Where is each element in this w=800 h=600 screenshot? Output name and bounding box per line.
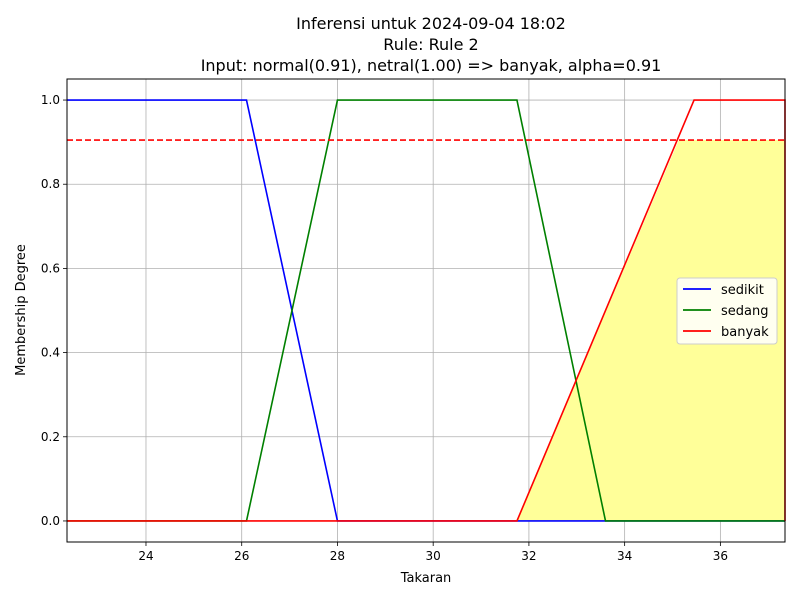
y-tick-label: 0.2 (41, 430, 60, 444)
y-tick-label: 0.8 (41, 177, 60, 191)
x-tick-label: 34 (617, 549, 632, 563)
y-tick-label: 0.6 (41, 261, 60, 275)
legend: sedikit sedang banyak (676, 277, 778, 345)
legend-label-sedang: sedang (721, 304, 768, 319)
x-tick-label: 36 (713, 549, 728, 563)
y-tick-label: 0.4 (41, 346, 60, 360)
legend-label-banyak: banyak (721, 325, 769, 340)
x-tick-label: 30 (426, 549, 441, 563)
legend-box (676, 277, 778, 345)
alpha-cut-fill-region (516, 140, 785, 521)
plot-frame (66, 78, 786, 543)
title-line-3: Input: normal(0.91), netral(1.00) => ban… (201, 56, 662, 75)
x-tick-label: 24 (138, 549, 153, 563)
x-tick-label: 26 (234, 549, 249, 563)
title-line-2: Rule: Rule 2 (383, 35, 478, 54)
legend-label-sedikit: sedikit (721, 283, 764, 298)
y-ticks: 0.0 0.2 0.4 0.6 0.8 1.0 (41, 93, 67, 528)
x-tick-label: 28 (330, 549, 345, 563)
y-tick-label: 0.0 (41, 514, 60, 528)
x-tick-label: 32 (521, 549, 536, 563)
y-tick-label: 1.0 (41, 93, 60, 107)
x-ticks: 24 26 28 30 32 34 36 (138, 542, 728, 563)
chart-title: Inferensi untuk 2024-09-04 18:02 Rule: R… (201, 14, 662, 75)
title-line-1: Inferensi untuk 2024-09-04 18:02 (296, 14, 566, 33)
y-axis-label: Membership Degree (14, 244, 29, 376)
fill-region-layer (516, 140, 785, 521)
x-axis-label: Takaran (400, 571, 452, 586)
